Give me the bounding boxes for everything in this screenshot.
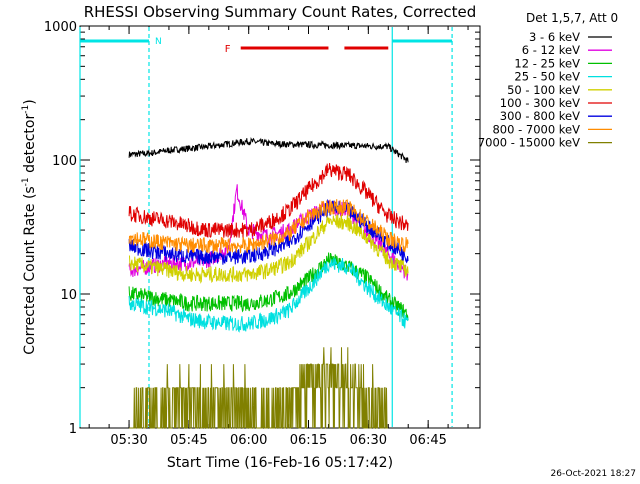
x-tick-label: 06:45 [409, 433, 446, 448]
series-layer [128, 136, 409, 429]
x-tick-label: 06:30 [350, 433, 387, 448]
series-line [128, 199, 409, 254]
y-axis: 1 10 100 1000 [44, 20, 480, 437]
annotation-layer: NF [79, 27, 453, 427]
chart-title: RHESSI Observing Summary Count Rates, Co… [84, 3, 477, 21]
series-line [129, 347, 388, 429]
legend-title: Det 1,5,7, Att 0 [526, 11, 618, 25]
legend-label: 100 - 300 keV [500, 96, 580, 110]
x-axis: 05:30 05:45 06:00 06:15 06:30 06:45 [88, 26, 469, 448]
x-axis-label: Start Time (16-Feb-16 05:17:42) [167, 455, 393, 471]
y-axis-label-part3: ) [22, 99, 38, 104]
series-line [128, 214, 409, 284]
y-axis-label: Corrected Count Rate (s-1 detector-1) [21, 99, 38, 354]
y-tick-label: 1000 [44, 20, 77, 35]
plot-area [79, 25, 481, 429]
legend-label: 6 - 12 keV [522, 43, 580, 57]
series-line [128, 162, 409, 238]
night-marker: N [155, 37, 162, 47]
series-line [128, 257, 409, 333]
y-axis-label-part2: detector [22, 114, 38, 178]
x-tick-label: 06:15 [290, 433, 327, 448]
series-line [128, 252, 409, 321]
legend-label: 12 - 25 keV [514, 56, 580, 70]
y-tick-label: 1 [69, 422, 77, 437]
flare-marker: F [225, 44, 231, 55]
legend-label: 25 - 50 keV [514, 70, 580, 84]
legend-label: 50 - 100 keV [507, 83, 580, 97]
y-tick-label: 100 [52, 154, 77, 169]
series-line [128, 136, 409, 163]
y-axis-label-sup1: -1 [21, 177, 31, 186]
legend-label: 3 - 6 keV [529, 30, 580, 44]
y-tick-label: 10 [60, 288, 77, 303]
legend-label: 800 - 7000 keV [492, 122, 580, 136]
x-tick-label: 05:30 [110, 433, 147, 448]
x-tick-label: 05:45 [170, 433, 207, 448]
y-axis-label-sup2: -1 [21, 105, 31, 114]
legend-label: 300 - 800 keV [500, 109, 580, 123]
plot-border [79, 25, 481, 429]
legend-label: 7000 - 15000 keV [478, 136, 580, 150]
x-tick-label: 06:00 [230, 433, 267, 448]
timestamp: 26-Oct-2021 18:27 [551, 469, 636, 479]
y-axis-label-part1: Corrected Count Rate (s [22, 186, 38, 354]
